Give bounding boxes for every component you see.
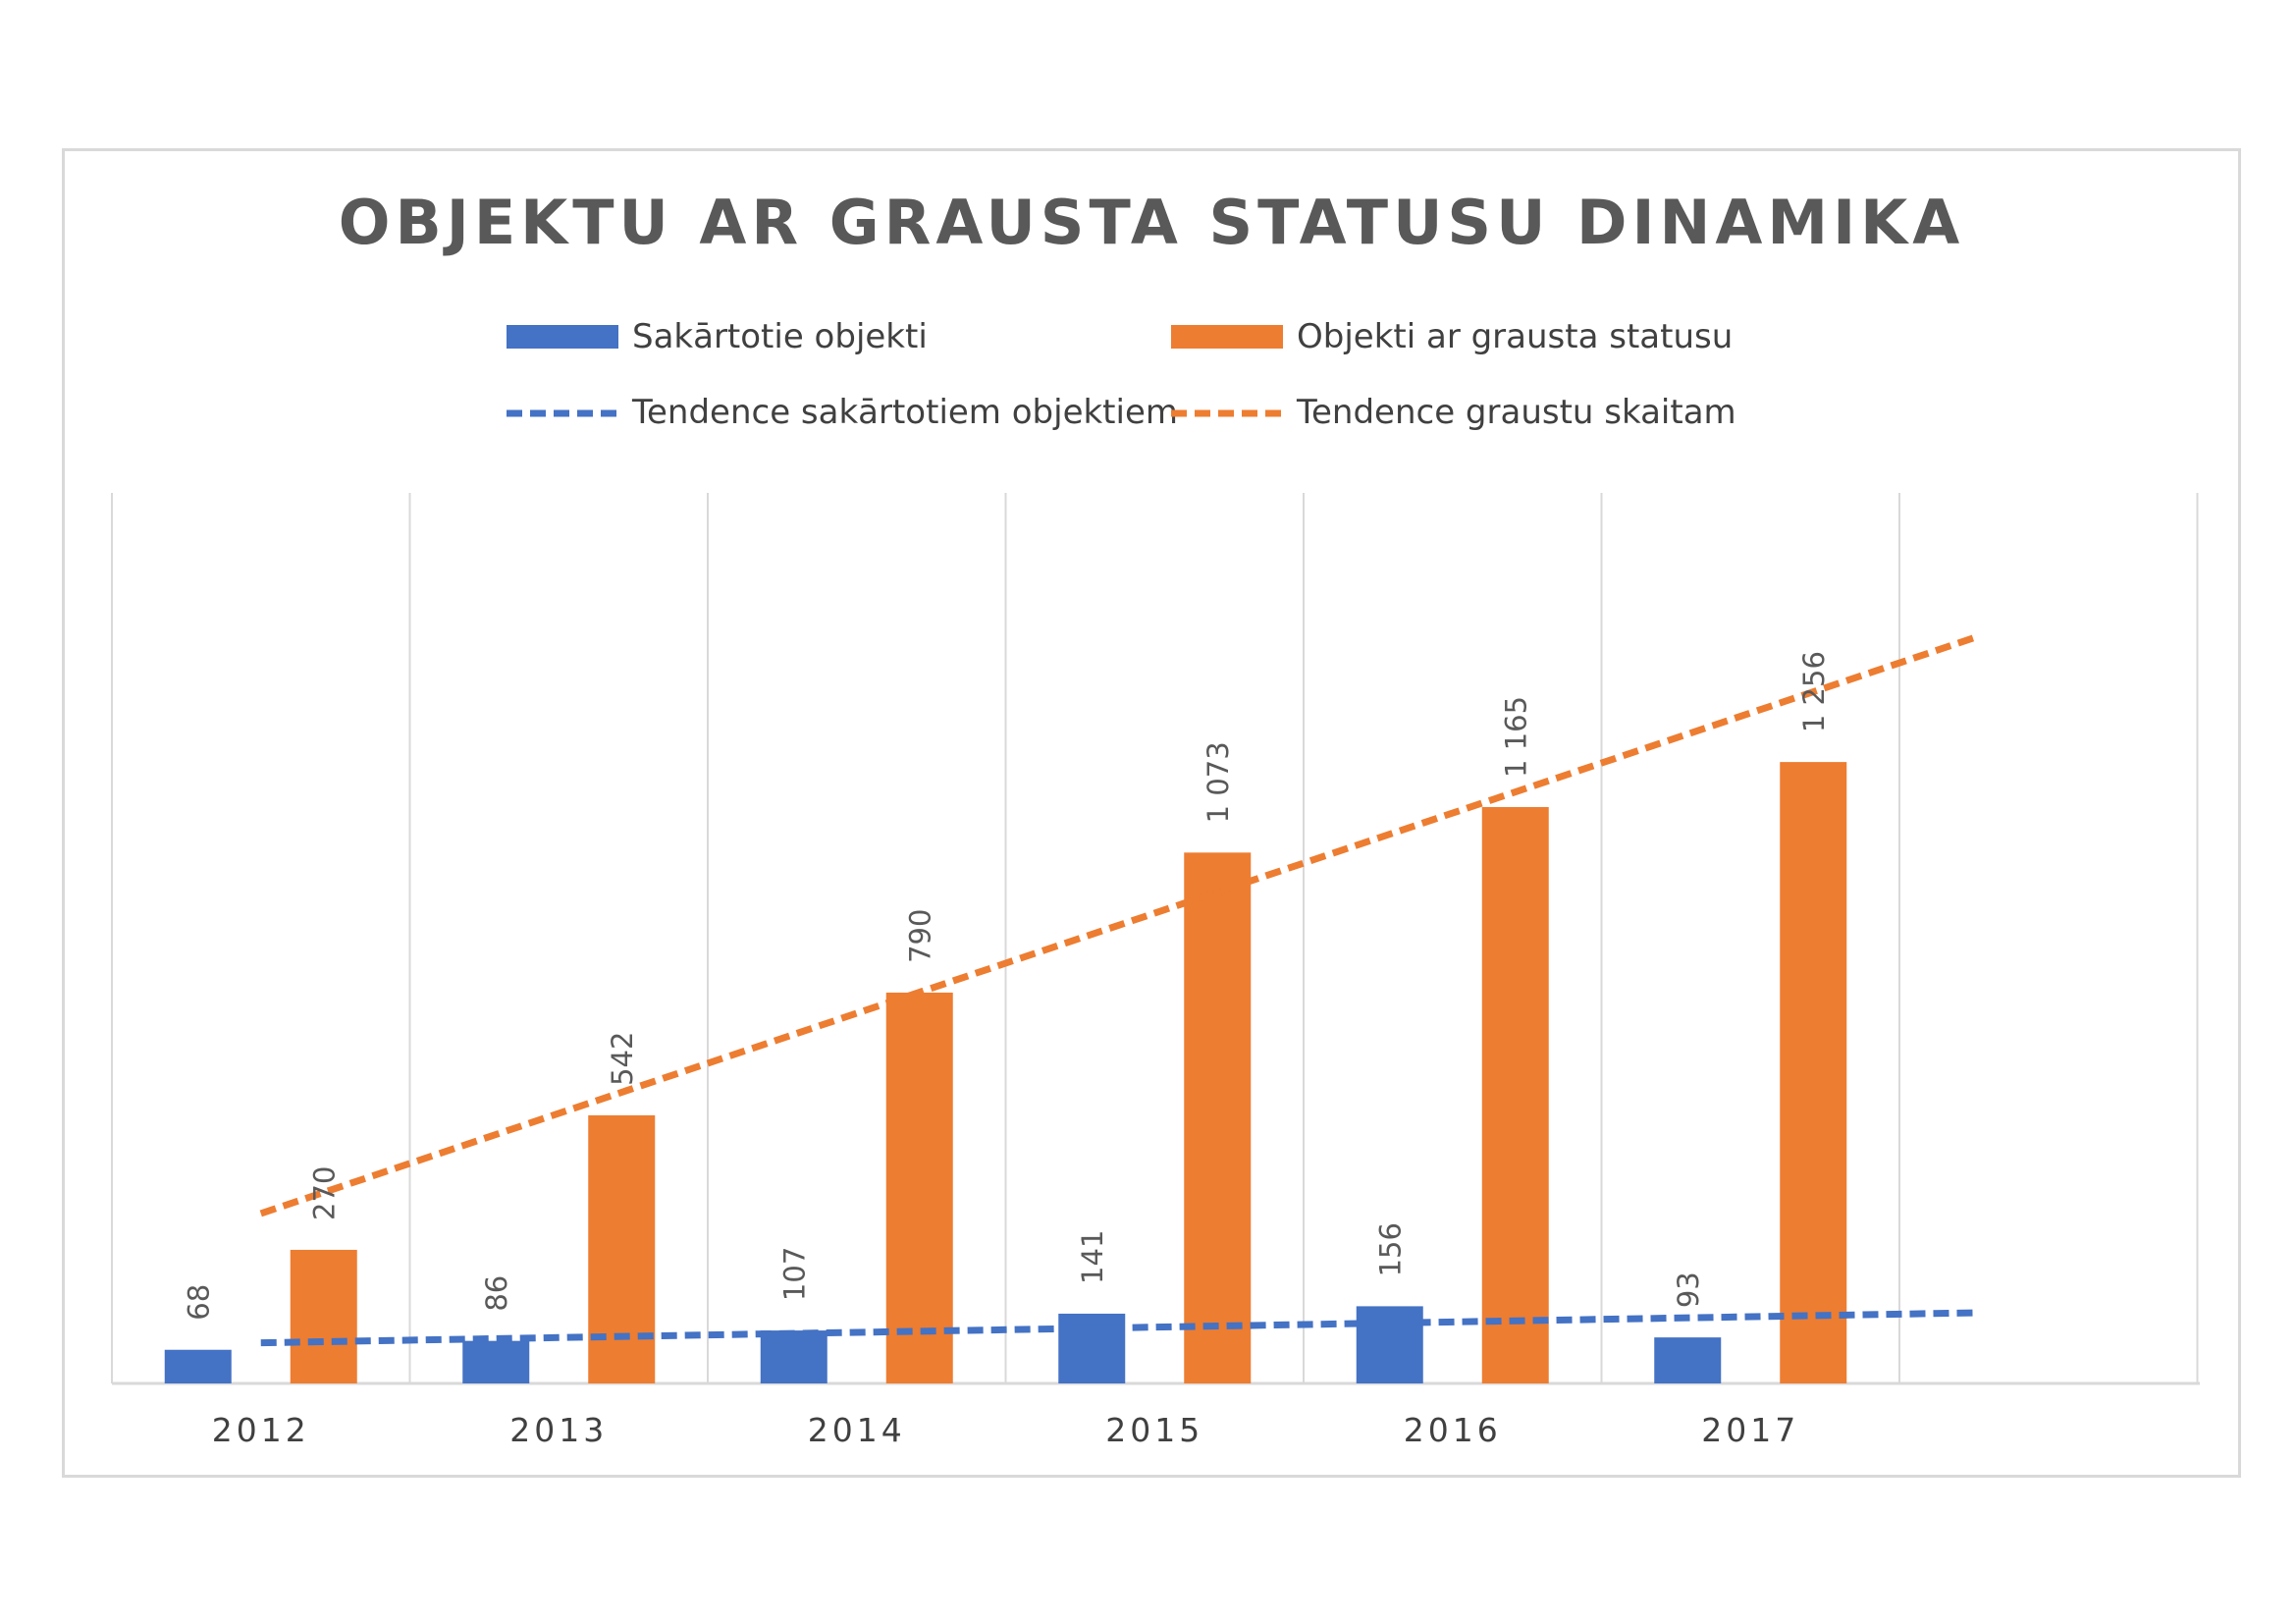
bars (164, 762, 1847, 1383)
legend-swatch-grausti (1171, 325, 1283, 349)
data-label: 141 (1076, 1230, 1109, 1284)
gridlines (111, 493, 2199, 1383)
data-label: 790 (904, 909, 937, 963)
value-labels: 68 86 107 141 156 93 270 542 790 1 073 1 165 1 256 (183, 651, 1832, 1321)
legend-item-sakartotie: Sakārtotie objekti (507, 317, 928, 356)
data-label: 1 165 (1500, 696, 1533, 778)
bar-sakartotie (1058, 1313, 1126, 1383)
legend-label-tendence-grausti: Tendence graustu skaitam (1296, 393, 1736, 432)
category-label: 2014 (808, 1411, 906, 1449)
bar-grausti (1481, 806, 1549, 1383)
data-label: 1 073 (1201, 741, 1235, 823)
bar-grausti (1184, 852, 1252, 1383)
category-label: 2012 (212, 1411, 310, 1449)
data-label: 107 (778, 1247, 812, 1301)
data-label: 270 (308, 1166, 342, 1220)
trendline-sakartotie (260, 1309, 1974, 1347)
category-label: 2017 (1701, 1411, 1799, 1449)
legend-label-sakartotie: Sakārtotie objekti (632, 317, 928, 356)
chart-svg: OBJEKTU AR GRAUSTA STATUSU DINAMIKA Sakā… (111, 187, 2200, 1449)
bar-sakartotie (1654, 1337, 1722, 1383)
chart-frame: OBJEKTU AR GRAUSTA STATUSU DINAMIKA Sakā… (62, 148, 2241, 1478)
bar-sakartotie (1356, 1306, 1423, 1383)
legend-swatch-sakartotie (507, 325, 618, 349)
trendline-grausti (259, 634, 1975, 1217)
category-labels: 2012 2013 2014 2015 2016 2017 (212, 1411, 1799, 1449)
bar-sakartotie (164, 1349, 232, 1383)
data-label: 93 (1672, 1271, 1705, 1308)
bar-sakartotie (462, 1340, 530, 1383)
data-label: 542 (606, 1032, 639, 1086)
trendlines (259, 634, 1975, 1347)
data-label: 1 256 (1797, 651, 1831, 732)
category-label: 2013 (509, 1411, 608, 1449)
bar-grausti (1780, 762, 1847, 1383)
legend-item-tendence-sakartotie: Tendence sakārtotiem objektiem (507, 393, 1178, 432)
legend-label-grausti: Objekti ar grausta statusu (1297, 317, 1733, 356)
legend-item-grausti: Objekti ar grausta statusu (1171, 317, 1733, 356)
data-label: 156 (1374, 1222, 1408, 1276)
bar-sakartotie (760, 1330, 828, 1383)
category-label: 2015 (1105, 1411, 1203, 1449)
chart-title: OBJEKTU AR GRAUSTA STATUSU DINAMIKA (339, 187, 1964, 258)
bar-grausti (588, 1114, 656, 1383)
bar-grausti (885, 992, 953, 1383)
legend-item-tendence-grausti: Tendence graustu skaitam (1171, 393, 1736, 432)
data-label: 86 (480, 1275, 513, 1312)
bar-grausti (290, 1249, 357, 1383)
data-label: 68 (183, 1284, 216, 1321)
legend-label-tendence-sakartotie: Tendence sakārtotiem objektiem (631, 393, 1178, 432)
legend: Sakārtotie objekti Objekti ar grausta st… (507, 317, 1736, 432)
category-label: 2016 (1404, 1411, 1502, 1449)
